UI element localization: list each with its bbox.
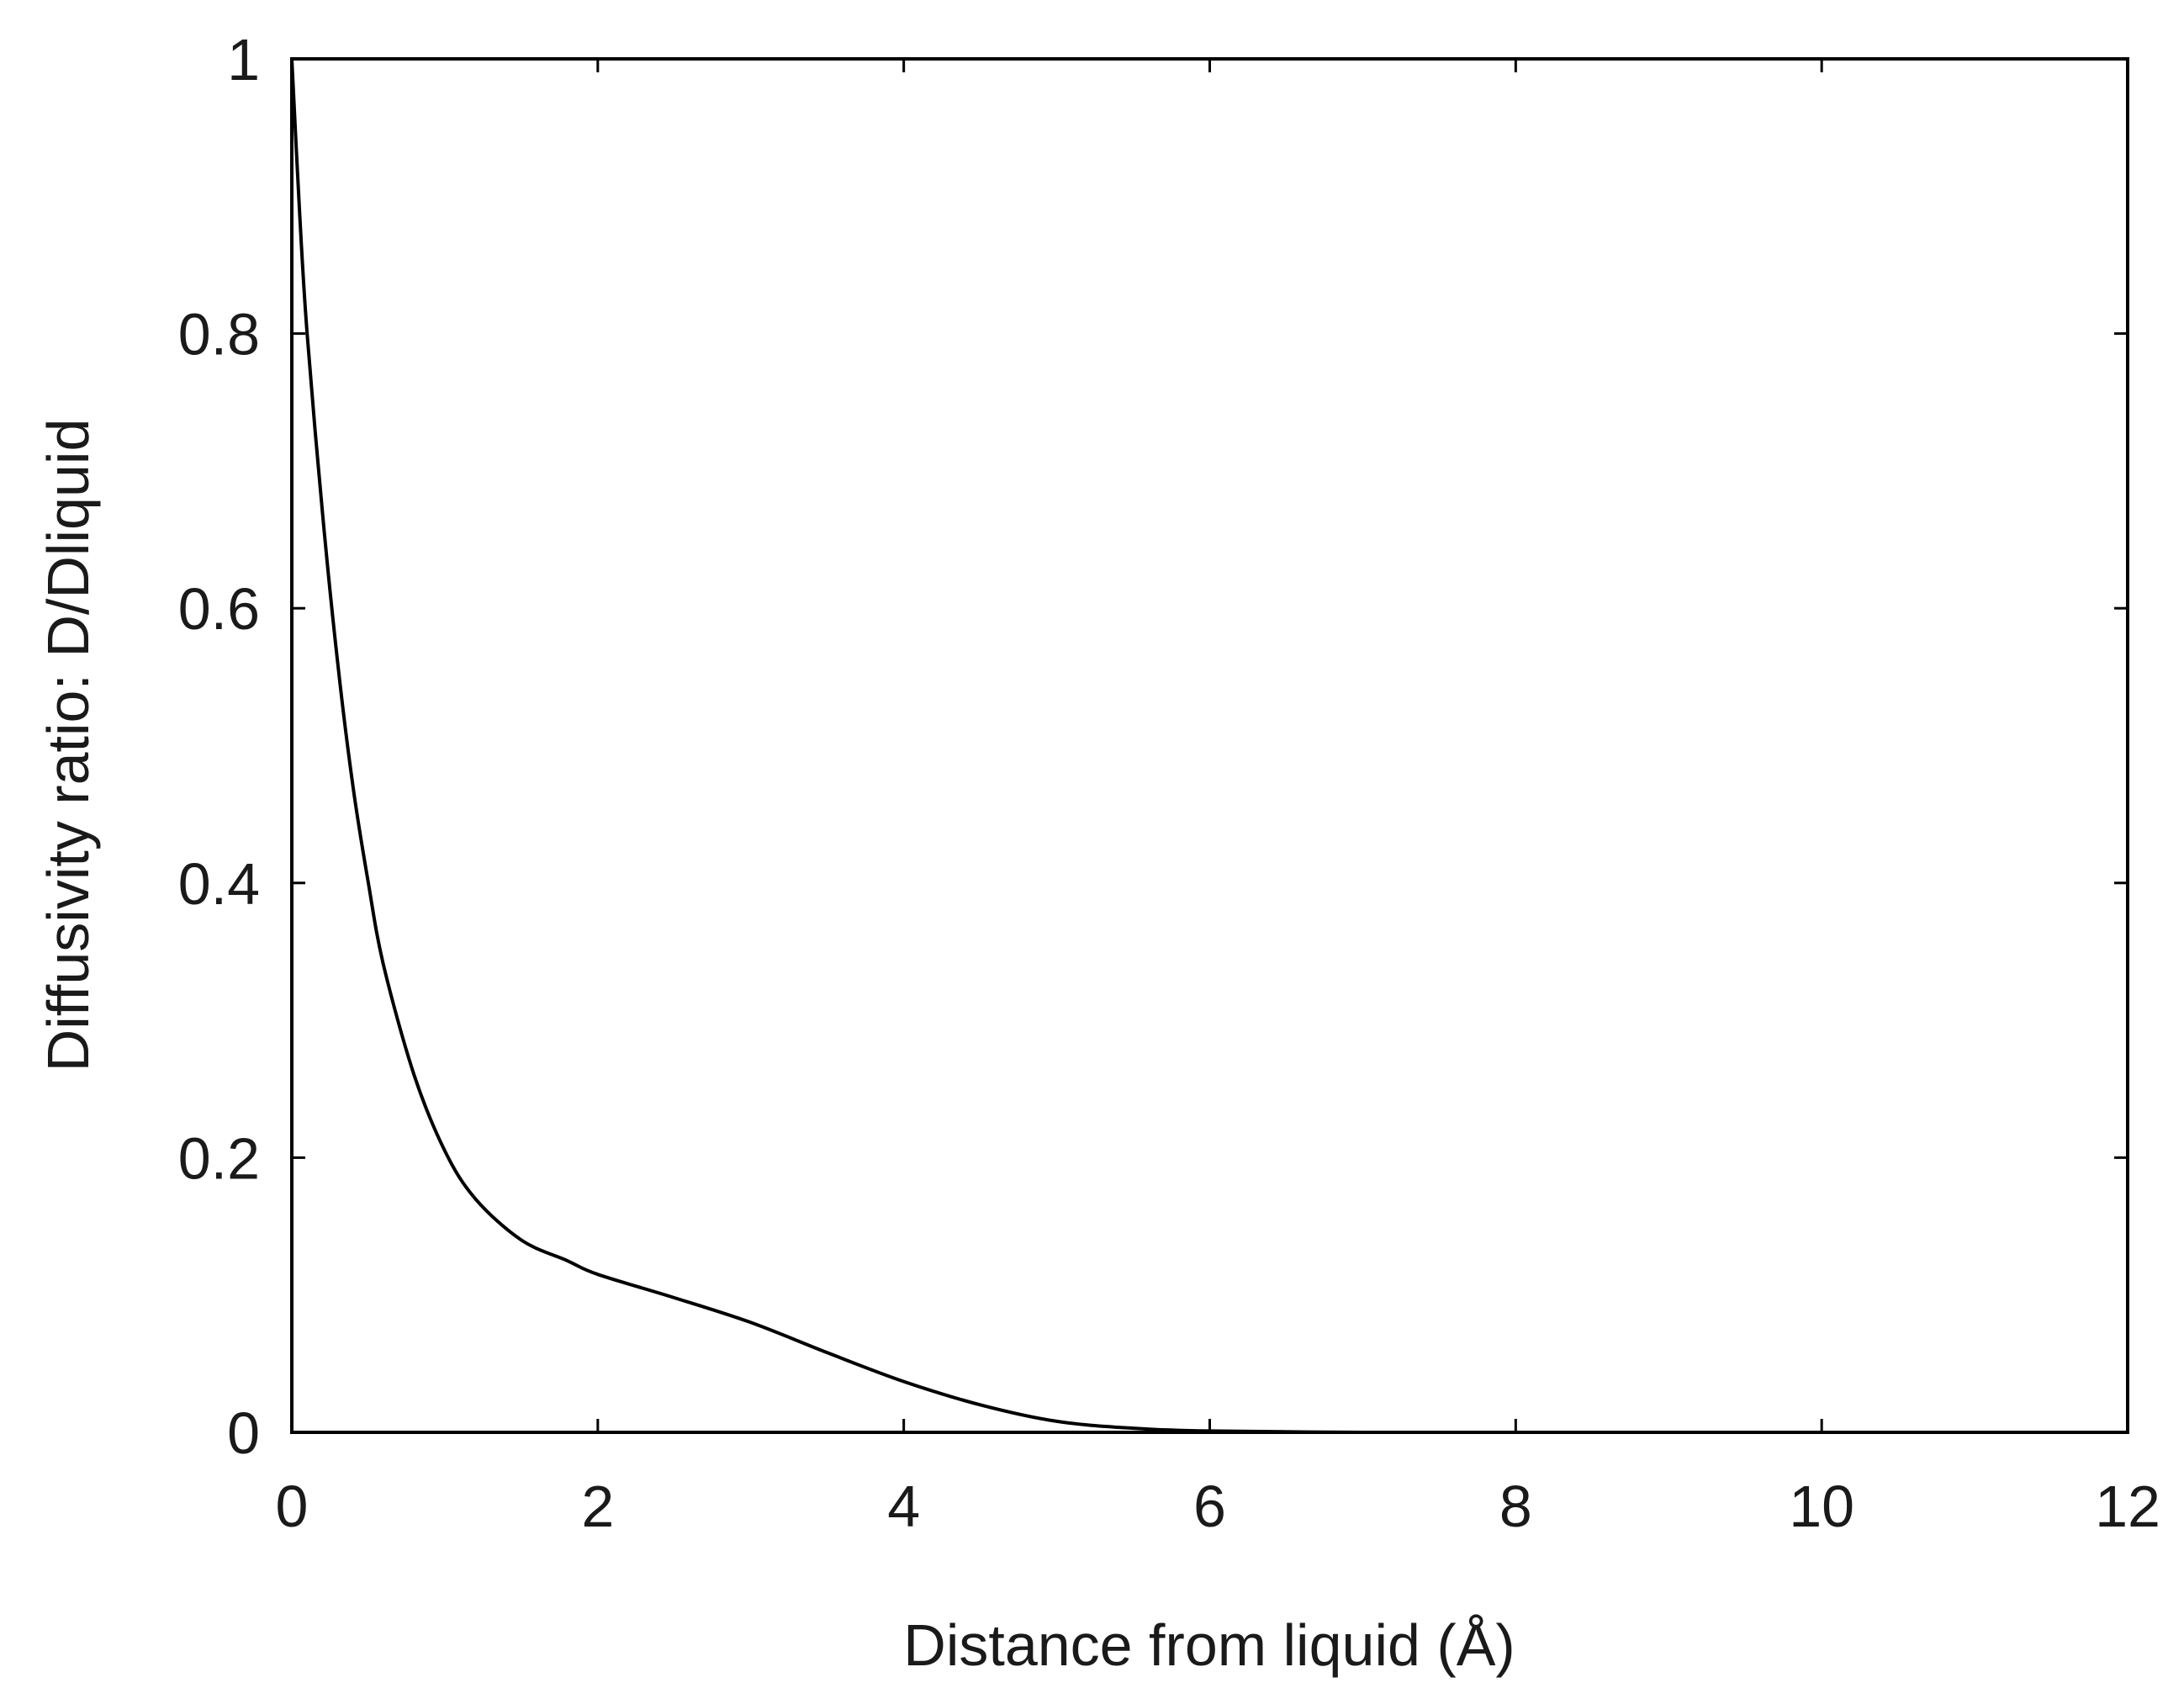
y-tick-label: 0.6	[178, 576, 260, 642]
tick-labels: 0 2 4 6 8 10 12 0 0.2 0.4 0.6 0.8 1	[178, 27, 2160, 1539]
y-axis-title: Diffusivity ratio: D/Dliquid	[35, 419, 101, 1072]
x-tick-label: 8	[1499, 1474, 1532, 1539]
x-tick-label: 12	[2095, 1474, 2160, 1539]
y-tick-label: 0	[227, 1400, 260, 1466]
x-tick-label: 10	[1789, 1474, 1854, 1539]
x-tick-label: 0	[276, 1474, 309, 1539]
x-tick-label: 2	[581, 1474, 614, 1539]
y-tick-label: 0.2	[178, 1125, 260, 1191]
x-axis-title: Distance from liquid (Å)	[903, 1612, 1515, 1678]
axis-ticks	[290, 57, 2129, 1434]
y-tick-label: 0.8	[178, 302, 260, 368]
y-tick-label: 1	[227, 27, 260, 93]
series-points	[290, 57, 2129, 1434]
series-line	[290, 57, 2129, 1435]
x-tick-label: 4	[887, 1474, 920, 1539]
x-tick-label: 6	[1193, 1474, 1226, 1539]
plot-frame	[290, 57, 2129, 1434]
y-tick-label: 0.4	[178, 851, 260, 917]
